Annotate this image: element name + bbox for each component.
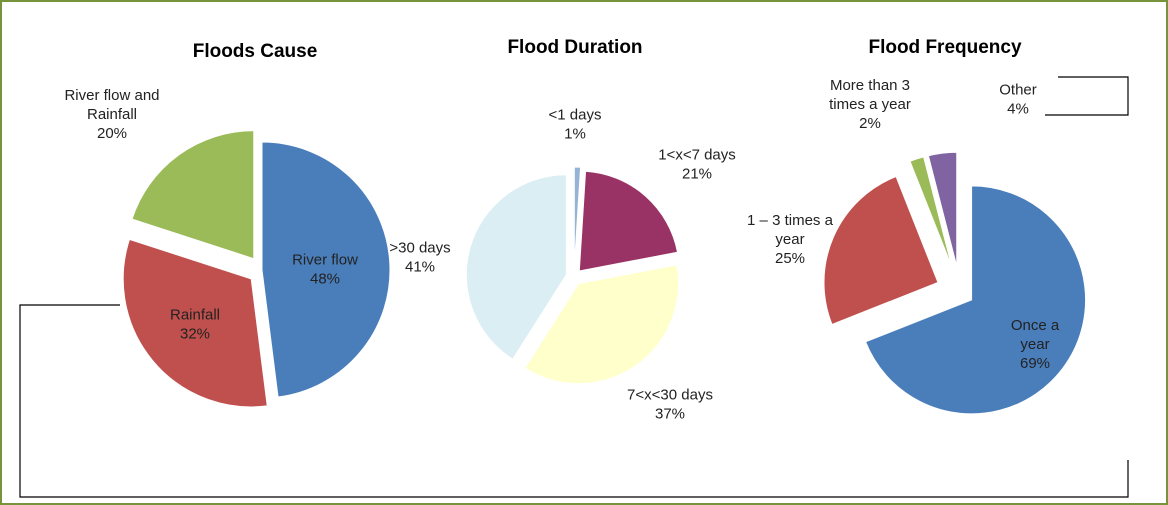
pie-slice	[909, 156, 953, 268]
slice-name: 1<x<7 days	[658, 146, 736, 164]
slice-label: 1<x<7 days 21%	[642, 146, 752, 184]
pie-slice	[524, 264, 679, 385]
slice-name: 7<x<30 days	[627, 386, 713, 404]
slice-label: >30 days 41%	[380, 239, 460, 277]
slice-label: River flow and Rainfall 20%	[42, 87, 182, 143]
slice-name: River flow and Rainfall	[64, 86, 160, 123]
slice-value: 1%	[564, 125, 586, 142]
slice-value: 48%	[309, 270, 341, 287]
chart-title: Flood Frequency	[868, 37, 1022, 58]
slice-name: More than 3 times a year	[829, 76, 911, 113]
chart-title: Flood Duration	[507, 37, 643, 58]
slice-name: Once a year	[1010, 316, 1060, 353]
slice-label: River flow 48%	[275, 251, 375, 289]
slice-value: 2%	[859, 114, 881, 132]
pie-slice	[573, 166, 582, 268]
bracket-line	[1045, 76, 1129, 116]
slice-label: <1 days 1%	[535, 106, 615, 144]
slice-label: Once a year 69%	[995, 317, 1075, 373]
slice-value: 37%	[654, 405, 686, 422]
slice-name: Other	[999, 81, 1037, 99]
slice-label: More than 3 times a year 2%	[815, 77, 925, 133]
slice-value: 20%	[96, 124, 128, 142]
slice-value: 21%	[681, 165, 713, 182]
pie-slice	[864, 185, 1087, 415]
pie-slice	[465, 174, 567, 360]
slice-value: 25%	[774, 249, 806, 267]
slice-value: 41%	[404, 258, 436, 275]
slice-name: >30 days	[389, 239, 451, 257]
slice-label: Rainfall 32%	[150, 306, 240, 344]
slice-value: 69%	[1019, 354, 1051, 372]
slice-name: Rainfall	[169, 306, 221, 324]
pie-slice	[823, 175, 939, 326]
pie-slice	[261, 141, 391, 398]
slice-label: 7<x<30 days 37%	[610, 386, 730, 424]
pie-slice	[927, 151, 958, 267]
slice-label: Other 4%	[988, 81, 1048, 119]
pie-slice	[122, 238, 268, 408]
bracket-line	[19, 304, 1129, 498]
slice-name: <1 days	[548, 106, 602, 124]
pie-slice	[578, 170, 679, 272]
slice-value: 32%	[179, 325, 211, 342]
slice-value: 4%	[1007, 100, 1029, 117]
slice-name: River flow	[292, 251, 358, 269]
slice-name: 1 – 3 times a year	[747, 211, 833, 248]
chart-title: Floods Cause	[192, 41, 318, 62]
pie-slice	[131, 130, 255, 260]
slice-label: 1 – 3 times a year 25%	[735, 212, 845, 268]
